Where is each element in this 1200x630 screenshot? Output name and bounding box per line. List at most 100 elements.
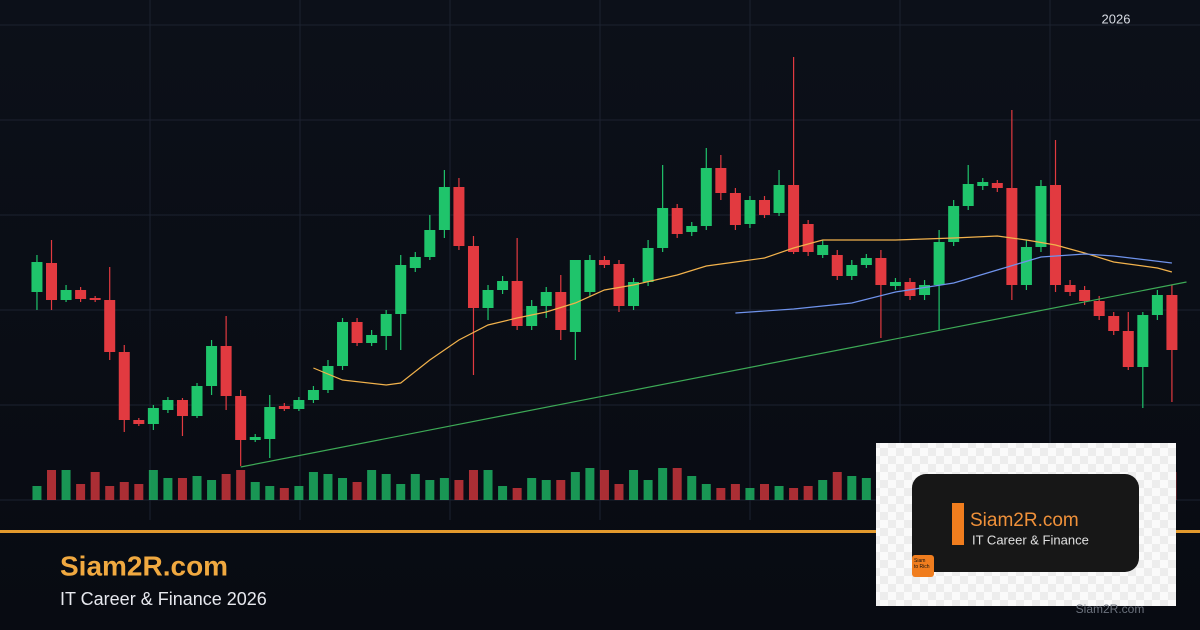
indicator-line: [313, 235, 1173, 386]
volume-bar: [192, 476, 202, 500]
candle-body: [1006, 188, 1018, 285]
candle-body: [322, 366, 334, 390]
volume-bar: [818, 480, 828, 500]
candle-body: [1020, 247, 1032, 285]
volume-bar: [730, 484, 740, 500]
candle-body: [1108, 316, 1120, 331]
volume-bar: [338, 478, 348, 500]
volume-bar: [789, 488, 799, 500]
volume-bar: [498, 486, 508, 500]
volume-bar: [279, 488, 289, 500]
candle-body: [424, 230, 436, 257]
volume-bar: [90, 472, 100, 500]
candle-body: [395, 265, 407, 314]
volume-bar: [759, 484, 769, 500]
candle-body: [642, 248, 654, 282]
volume-bar: [61, 470, 71, 500]
volume-bar: [803, 486, 813, 500]
candle-body: [278, 406, 290, 409]
candle-body: [1093, 301, 1105, 316]
candle-body: [220, 346, 232, 396]
candle-body: [176, 400, 188, 416]
candle-body: [744, 200, 756, 224]
candle-body: [1137, 315, 1149, 367]
candle-body: [773, 185, 785, 213]
logo-bar: [952, 503, 964, 545]
candle-body: [307, 390, 319, 400]
candle-body: [962, 184, 974, 206]
candle-body: [1151, 295, 1163, 315]
candle-body: [788, 185, 800, 252]
candle-body: [875, 258, 887, 285]
candle-body: [569, 260, 581, 332]
volume-bar: [687, 476, 697, 500]
year-label: 2026: [1102, 11, 1131, 26]
candle-body: [1064, 285, 1076, 292]
candle-body: [657, 208, 669, 248]
volume-bar: [32, 486, 42, 500]
volume-bar: [119, 482, 129, 500]
candle-body: [919, 285, 931, 295]
candle-body: [147, 408, 159, 424]
volume-bar: [483, 470, 493, 500]
volume-bar: [410, 474, 420, 500]
volume-bar: [774, 486, 784, 500]
volume-bar: [454, 480, 464, 500]
volume-bar: [614, 484, 624, 500]
logo-subtitle: IT Career & Finance: [972, 532, 1089, 547]
candle-body: [118, 352, 130, 420]
candle-body: [1035, 186, 1047, 247]
candle-body: [758, 200, 770, 215]
indicator-line: [735, 253, 1172, 314]
indicator-line: [240, 281, 1187, 468]
volume-bar: [468, 470, 478, 500]
candle-body: [191, 386, 203, 416]
brand-subtitle: IT Career & Finance 2026: [60, 589, 267, 609]
brand-title: Siam2R.com: [60, 550, 228, 581]
volume-bar: [221, 474, 231, 500]
candle-body: [46, 263, 58, 300]
candle-body: [817, 245, 829, 255]
volume-bar: [847, 476, 857, 500]
candle-body: [235, 396, 247, 440]
volume-bar: [177, 478, 187, 500]
volume-bar: [352, 482, 362, 500]
volume-bar: [163, 478, 173, 500]
candle-body: [860, 258, 872, 265]
volume-bar: [76, 484, 86, 500]
volume-bar: [701, 484, 711, 500]
logo-badge-text: Siam to Rich: [914, 558, 930, 570]
volume-bar: [294, 486, 304, 500]
volume-bar: [236, 470, 246, 500]
candle-body: [904, 282, 916, 296]
candle-body: [1166, 295, 1178, 350]
candle-body: [337, 322, 349, 366]
volume-bar: [323, 474, 333, 500]
volume-bar: [672, 468, 682, 500]
candle-body: [948, 206, 960, 242]
volume-bar: [643, 480, 653, 500]
candle-body: [729, 193, 741, 225]
candle-body: [540, 292, 552, 306]
divider: [0, 530, 1200, 533]
volume-bar: [367, 470, 377, 500]
candle-body: [628, 282, 640, 306]
logo-badge-box: Siam to Rich: [914, 558, 930, 570]
candle-body: [991, 183, 1003, 188]
volume-bar: [47, 470, 57, 500]
volume-bar: [585, 468, 595, 500]
candle-body: [555, 292, 567, 330]
candle-body: [1079, 290, 1091, 301]
volume-bar: [439, 478, 449, 500]
candle-body: [264, 407, 276, 439]
candle-body: [889, 282, 901, 286]
volume-bar: [308, 472, 318, 500]
watermark: Siam2R.com: [1076, 602, 1145, 616]
candle-body: [467, 246, 479, 308]
candle-body: [700, 168, 712, 226]
candle-body: [846, 265, 858, 276]
candle-body: [31, 262, 43, 292]
volume-bar: [425, 480, 435, 500]
volume-bar: [716, 488, 726, 500]
